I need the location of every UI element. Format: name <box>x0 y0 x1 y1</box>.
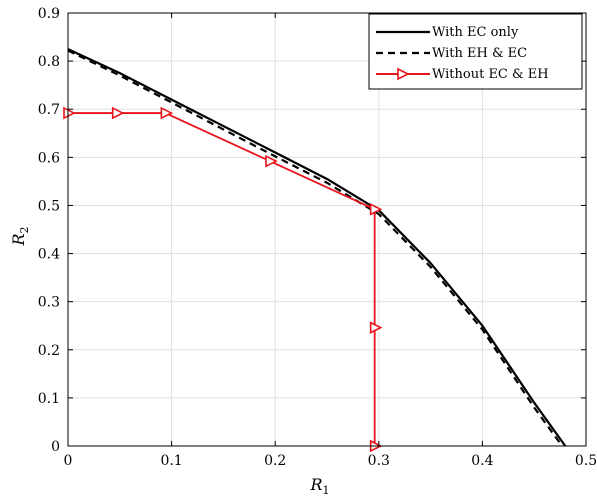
series-line-1 <box>67 49 564 447</box>
legend-label-without: Without EC & EH <box>432 67 549 82</box>
y-tick-label: 0.4 <box>38 247 60 263</box>
legend: With EC only With EH & EC Without EC & E… <box>368 13 583 90</box>
series-marker-triangle <box>63 106 76 120</box>
legend-label-eh-ec: With EH & EC <box>432 46 527 61</box>
legend-label-ec-only: With EC only <box>432 25 519 40</box>
series-layer <box>63 48 567 453</box>
x-axis-label: R1 <box>309 475 329 497</box>
series-marker-triangle <box>111 106 125 120</box>
series-marker-triangle <box>160 106 174 120</box>
y-tick-label: 0.5 <box>38 198 60 214</box>
y-tick-label: 0.9 <box>38 6 60 22</box>
y-tick-label: 0.2 <box>38 343 60 359</box>
x-tick-label: 0.5 <box>575 453 597 469</box>
ticks: 0 0.1 0.2 0.3 0.4 0.5 0 0.1 0.2 0.3 0.4 0.5 0.6 0.7 0.… <box>38 6 597 469</box>
series-marker-triangle <box>369 321 383 334</box>
y-tick-label: 0 <box>51 439 60 455</box>
series-marker-triangle <box>369 202 383 216</box>
y-tick-label: 0.6 <box>38 150 60 166</box>
x-tick-label: 0.3 <box>368 453 390 469</box>
plot-frame <box>67 12 587 447</box>
series-marker-triangle <box>265 154 278 168</box>
x-tick-label: 0.2 <box>264 453 286 469</box>
grid <box>67 12 587 447</box>
x-axis-label-subscript: 1 <box>323 484 330 497</box>
y-tick-label: 0.1 <box>38 391 60 407</box>
y-tick-label: 0.3 <box>38 295 60 311</box>
y-tick-label: 0.7 <box>38 102 60 118</box>
y-axis-label: R2 <box>9 226 31 246</box>
y-tick-label: 0.8 <box>38 54 60 70</box>
legend-marker-without <box>397 67 410 81</box>
x-tick-label: 0.4 <box>471 453 493 469</box>
series-line-0 <box>67 48 567 447</box>
y-axis-label-subscript: 2 <box>18 226 31 233</box>
x-tick-label: 0.1 <box>160 453 182 469</box>
x-tick-label: 0 <box>64 453 73 469</box>
